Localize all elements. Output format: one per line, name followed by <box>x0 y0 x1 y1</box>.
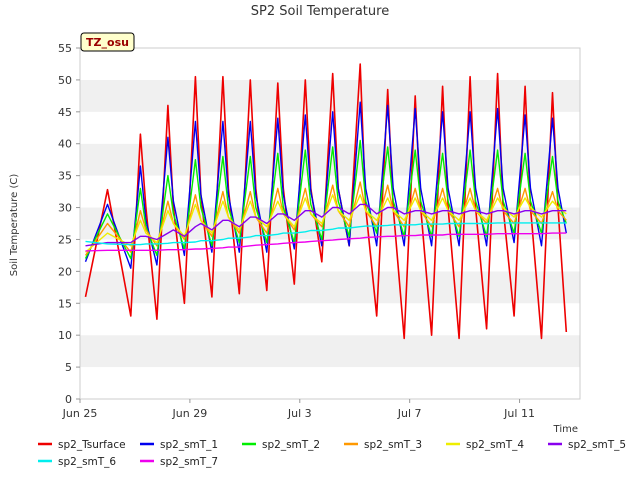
legend-item-sp2_smT_5: sp2_smT_5 <box>548 439 626 451</box>
legend-item-sp2_Tsurface: sp2_Tsurface <box>38 439 126 451</box>
legend-label: sp2_smT_2 <box>262 439 320 451</box>
y-axis: 0 5 10 15 20 25 30 35 40 45 50 55 <box>58 42 80 406</box>
series-line-sp2_smT_4 <box>85 194 567 253</box>
x-axis-title: Time <box>553 424 578 435</box>
grid-band <box>80 335 580 368</box>
grid-band <box>80 239 580 272</box>
legend-label: sp2_smT_1 <box>160 439 218 451</box>
series-line-sp2_smT_1 <box>84 101 567 269</box>
grid-band <box>80 48 580 80</box>
legend-label: sp2_Tsurface <box>58 439 126 451</box>
x-tick-label: Jun 25 <box>62 407 98 420</box>
y-tick-label: 30 <box>58 202 72 215</box>
y-tick-label: 25 <box>58 233 72 246</box>
y-tick-label: 45 <box>58 106 72 119</box>
x-tick-label: Jun 29 <box>172 407 208 420</box>
y-tick-label: 20 <box>58 265 72 278</box>
legend-label: sp2_smT_4 <box>466 439 524 451</box>
y-tick-label: 55 <box>58 42 72 55</box>
y-tick-label: 15 <box>58 297 72 310</box>
legend-item-sp2_smT_2: sp2_smT_2 <box>242 439 320 451</box>
chart-title: SP2 Soil Temperature <box>251 4 389 19</box>
series-line-sp2_smT_5 <box>85 203 567 247</box>
legend-item-sp2_smT_6: sp2_smT_6 <box>38 456 116 468</box>
x-tick-label: Jul 11 <box>503 407 535 420</box>
grid-band <box>80 271 580 304</box>
x-tick-label: Jul 7 <box>397 407 422 420</box>
legend-item-sp2_smT_3: sp2_smT_3 <box>344 439 422 451</box>
grid-band <box>80 303 580 336</box>
legend-item-sp2_smT_4: sp2_smT_4 <box>446 439 524 451</box>
series-line-sp2_smT_2 <box>84 139 567 260</box>
legend-item-sp2_smT_1: sp2_smT_1 <box>140 439 218 451</box>
plot-border <box>79 47 581 400</box>
legend-label: sp2_smT_6 <box>58 456 116 468</box>
site-badge-box <box>80 32 135 52</box>
legend-label: sp2_smT_3 <box>364 439 422 451</box>
y-tick-label: 40 <box>58 138 72 151</box>
legend: sp2_Tsurface sp2_smT_1 sp2_smT_2 sp2_smT_3 s… <box>38 439 626 468</box>
y-tick-label: 35 <box>58 170 72 183</box>
y-tick-label: 5 <box>65 361 72 374</box>
legend-label: sp2_smT_7 <box>160 456 218 468</box>
x-axis: Jun 25 Jun 29 Jul 3 Jul 7 Jul 11 <box>62 399 535 420</box>
legend-label: sp2_smT_5 <box>568 439 626 451</box>
series-lines <box>84 63 568 340</box>
site-badge: TZ_osu <box>80 32 135 52</box>
y-tick-label: 10 <box>58 329 72 342</box>
legend-item-sp2_smT_7: sp2_smT_7 <box>140 456 218 468</box>
y-tick-label: 50 <box>58 74 72 87</box>
series-line-sp2_smT_6 <box>85 222 567 246</box>
grid-band <box>80 367 580 399</box>
series-line-sp2_smT_7 <box>85 232 567 252</box>
y-tick-label: 0 <box>65 393 72 406</box>
site-badge-label: TZ_osu <box>86 36 129 49</box>
y-axis-title: Soil Temperature (C) <box>9 174 20 277</box>
plot-frame <box>79 47 581 400</box>
x-tick-label: Jul 3 <box>287 407 312 420</box>
